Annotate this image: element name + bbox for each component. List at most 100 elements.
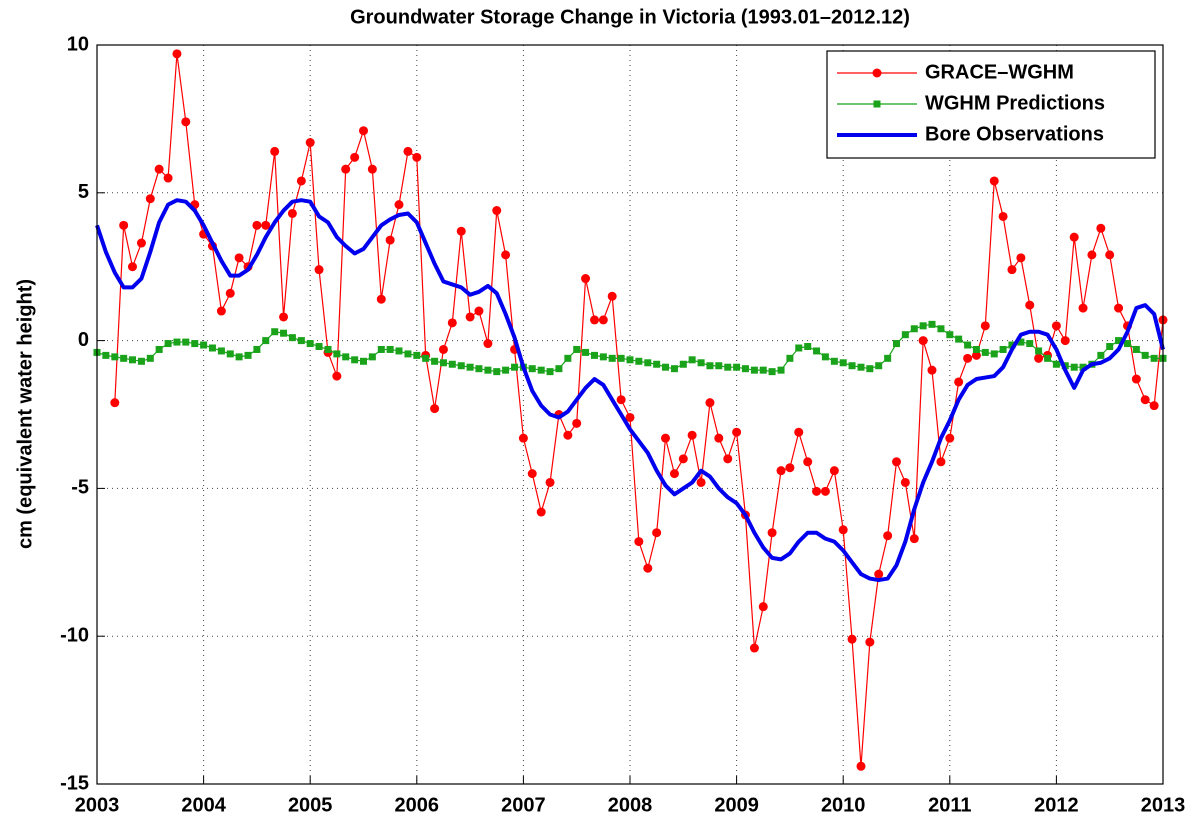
point (980, 321, 990, 331)
point (1078, 303, 1088, 313)
point (262, 337, 270, 345)
point (848, 362, 856, 370)
point (750, 366, 758, 374)
point (1105, 250, 1115, 260)
point (678, 454, 688, 464)
point (244, 351, 252, 359)
point (546, 368, 554, 376)
point (625, 412, 635, 422)
point (359, 126, 368, 136)
point (217, 347, 225, 355)
point (1034, 353, 1044, 363)
point (679, 360, 687, 368)
point (786, 354, 794, 362)
y-tick-label: 5 (78, 181, 89, 203)
point (528, 365, 536, 373)
point (839, 359, 847, 367)
point (901, 331, 909, 339)
x-tick-label: 2005 (288, 794, 333, 816)
point (351, 356, 359, 364)
point (110, 398, 120, 408)
point (111, 353, 119, 361)
point (511, 363, 519, 371)
point (687, 430, 697, 440)
point (706, 362, 714, 370)
point (981, 348, 989, 356)
point (448, 360, 456, 368)
point (119, 220, 129, 230)
x-tick-label: 2004 (181, 794, 226, 816)
y-tick-label: -5 (71, 477, 89, 499)
point (945, 433, 955, 443)
point (669, 469, 679, 479)
point (412, 152, 422, 162)
point (830, 357, 838, 365)
point (261, 220, 271, 230)
point (989, 176, 999, 186)
point (794, 427, 804, 437)
point (813, 347, 821, 355)
point (715, 362, 723, 370)
point (315, 343, 323, 351)
point (866, 365, 874, 373)
point (900, 477, 910, 487)
point (324, 345, 332, 353)
point (634, 537, 644, 547)
point (483, 339, 493, 349)
point (404, 350, 412, 358)
point (768, 368, 776, 376)
point (395, 347, 403, 355)
point (999, 345, 1007, 353)
point (1114, 303, 1124, 313)
point (564, 354, 572, 362)
point (1051, 321, 1061, 331)
legend-label: Bore Observations (925, 123, 1104, 145)
point (474, 306, 484, 316)
point (1007, 265, 1017, 275)
point (767, 528, 777, 538)
y-tick-label: -15 (60, 772, 89, 794)
point (856, 761, 866, 771)
point (1060, 336, 1070, 346)
point (493, 368, 501, 376)
point (874, 569, 884, 579)
point (990, 350, 998, 358)
point (465, 312, 475, 322)
point (386, 345, 394, 353)
point (1035, 347, 1043, 355)
point (368, 353, 376, 361)
point (909, 534, 919, 544)
point (608, 354, 616, 362)
point (181, 117, 191, 127)
point (342, 353, 350, 361)
point (1008, 341, 1016, 349)
point (127, 262, 137, 272)
point (1131, 374, 1141, 384)
point (954, 377, 964, 387)
point (235, 353, 243, 361)
point (635, 357, 643, 365)
point (287, 208, 297, 218)
point (795, 344, 803, 352)
y-axis-label: cm (equivalent water height) (14, 279, 36, 549)
point (626, 356, 634, 364)
point (431, 357, 439, 365)
point (1026, 340, 1034, 348)
legend-label: GRACE–WGHM (925, 61, 1074, 83)
point (759, 366, 767, 374)
point (341, 164, 351, 174)
x-tick-label: 2010 (821, 794, 866, 816)
point (821, 353, 829, 361)
point (581, 274, 591, 284)
point (1132, 345, 1140, 353)
point (163, 173, 173, 183)
point (820, 486, 830, 496)
point (964, 341, 972, 349)
point (288, 334, 296, 342)
point (200, 341, 208, 349)
point (749, 643, 759, 653)
point (946, 331, 954, 339)
point (253, 345, 261, 353)
point (502, 366, 510, 374)
